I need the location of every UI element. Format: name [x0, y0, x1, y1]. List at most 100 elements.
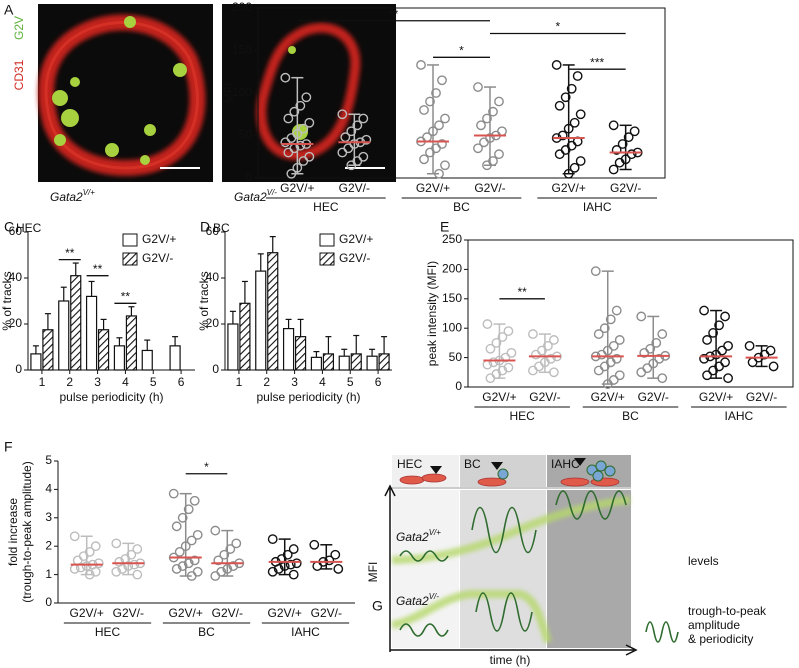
- caption-base: Gata2: [50, 190, 83, 204]
- data-point: [569, 117, 580, 128]
- y-tick-label: 2: [45, 538, 52, 552]
- stage-label: BC: [464, 457, 481, 471]
- data-point: [720, 357, 730, 368]
- data-point: [267, 534, 278, 544]
- bar: [366, 355, 378, 371]
- x-tick-label: 3: [94, 375, 101, 389]
- significance-label: **: [65, 246, 75, 260]
- x-tick-label: G2V/-: [610, 181, 641, 195]
- data-point: [614, 157, 625, 168]
- y-tick-label: 50: [449, 350, 463, 364]
- data-point: [605, 314, 616, 325]
- data-point: [416, 60, 426, 70]
- y-tick-label: 0: [245, 170, 252, 184]
- data-point: [608, 375, 619, 385]
- micrograph: [38, 4, 213, 182]
- data-point: [572, 71, 583, 81]
- data-point: [273, 564, 284, 574]
- data-point: [717, 345, 727, 356]
- data-point: [563, 168, 574, 179]
- y-tick-label: 0: [212, 362, 219, 376]
- legend-label: G2V/-: [339, 251, 370, 265]
- data-point: [186, 535, 197, 546]
- y-axis-label: % of tracks: [197, 271, 211, 330]
- data-point: [639, 347, 650, 358]
- data-point: [222, 564, 233, 574]
- x-tick-label: 2: [66, 375, 73, 389]
- group-label: HEC: [313, 200, 339, 214]
- panel-label: G: [372, 598, 383, 614]
- data-point: [210, 571, 221, 581]
- significance-label: *: [459, 43, 464, 57]
- data-point: [132, 544, 143, 554]
- data-point: [84, 569, 95, 580]
- x-tick-label: G2V/+: [169, 606, 203, 620]
- y-tick-label: 40: [9, 270, 23, 284]
- y-tick-label: 200: [442, 262, 462, 276]
- data-point: [309, 539, 320, 550]
- y-tick-label: 5: [45, 453, 52, 467]
- data-point: [543, 340, 553, 351]
- significance-label: **: [121, 289, 131, 303]
- significance-label: **: [93, 262, 103, 276]
- legend-label: amplitude: [688, 618, 740, 632]
- data-point: [267, 566, 278, 577]
- schematic: [384, 455, 680, 656]
- x-tick-label: G2V/-: [474, 181, 505, 195]
- data-point: [596, 349, 607, 360]
- legend-label: G2V/+: [339, 232, 373, 246]
- y-tick-label: 150: [232, 43, 252, 57]
- y-axis-label: fold increase: [6, 498, 20, 566]
- data-point: [611, 305, 622, 316]
- data-point: [765, 345, 776, 356]
- data-point: [593, 365, 604, 376]
- data-point: [611, 145, 622, 155]
- legend-label: G2V/-: [142, 251, 173, 265]
- data-point: [554, 100, 565, 111]
- data-point: [479, 137, 489, 148]
- data-point: [614, 335, 625, 345]
- x-tick-label: G2V/+: [70, 606, 104, 620]
- legend-swatch: [122, 252, 138, 266]
- caption: Gata2V/-: [234, 188, 277, 204]
- group-label: HEC: [509, 409, 535, 423]
- y-tick-label: 100: [442, 320, 462, 334]
- bar: [85, 295, 98, 371]
- data-point: [298, 123, 309, 134]
- bar: [169, 345, 181, 371]
- curve-label: Gata2V/+: [396, 528, 441, 544]
- stage-label: IAHC: [551, 457, 580, 471]
- legend-label: trough-to-peak: [688, 604, 767, 618]
- data-point: [599, 323, 610, 334]
- bar: [267, 252, 279, 371]
- data-point: [291, 558, 302, 569]
- x-tick-label: G2V/-: [212, 606, 243, 620]
- y-tick-label: 60: [206, 224, 220, 238]
- data-point: [168, 488, 179, 499]
- bar: [30, 353, 42, 371]
- x-tick-label: G2V/-: [339, 181, 370, 195]
- x-tick-label: G2V/+: [416, 181, 450, 195]
- data-point: [69, 564, 80, 574]
- bar: [322, 353, 335, 371]
- data-point: [346, 126, 357, 137]
- caption: Gata2V/+: [50, 188, 95, 204]
- x-tick-label: G2V/-: [113, 606, 144, 620]
- stage-label: HEC: [397, 457, 423, 471]
- y-tick-label: 40: [206, 270, 220, 284]
- data-point: [494, 149, 504, 160]
- bar: [239, 302, 251, 371]
- y-tick-label: 1: [45, 567, 52, 581]
- data-point: [440, 113, 450, 124]
- y-axis-label: % of tracks: [0, 271, 14, 330]
- data-point: [629, 126, 640, 137]
- data-point: [90, 541, 101, 552]
- data-point: [231, 538, 242, 549]
- data-point: [192, 566, 203, 577]
- data-point: [210, 525, 221, 536]
- y-tick-label: 150: [442, 291, 462, 305]
- data-point: [549, 367, 559, 378]
- bar: [97, 329, 110, 371]
- group-label: IAHC: [291, 625, 320, 639]
- data-point: [482, 113, 492, 124]
